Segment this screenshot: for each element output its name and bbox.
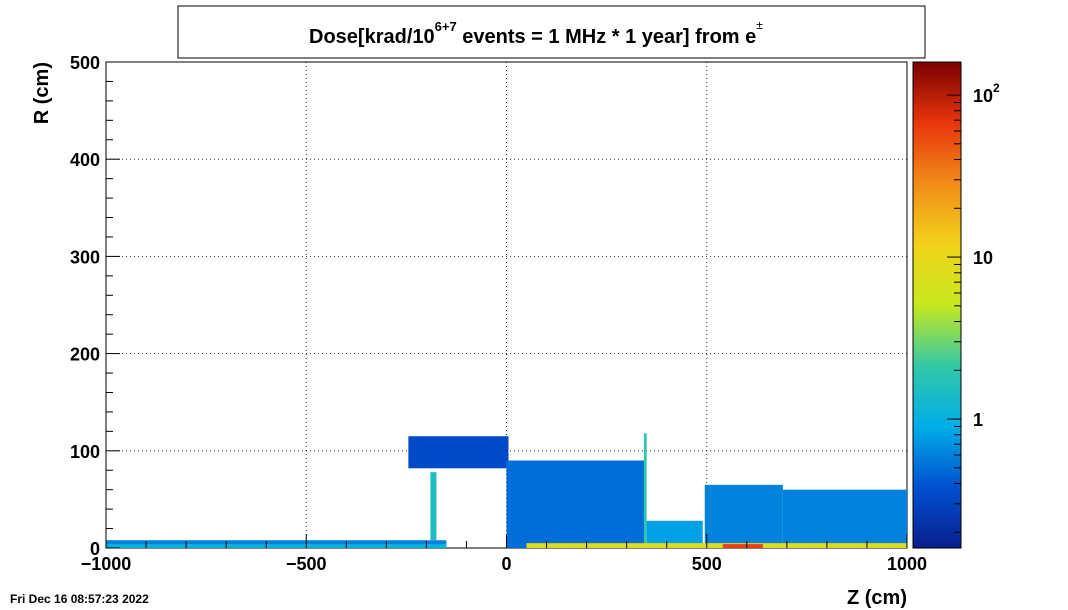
x-tick-label: 0 <box>501 554 511 574</box>
dose-region-pillar <box>430 472 437 541</box>
y-tick-label: 0 <box>90 539 100 559</box>
x-tick-label: −1000 <box>81 554 132 574</box>
colorbar-label-base: 10 <box>973 248 993 268</box>
dose-region-spike <box>643 433 647 548</box>
title-box <box>177 5 926 59</box>
x-tick-label: 1000 <box>887 554 927 574</box>
y-tick-label: 100 <box>70 442 100 462</box>
title-middle: events = 1 MHz * 1 year] from e <box>457 26 757 48</box>
dose-region-forward-block <box>704 484 783 548</box>
x-tick-label: −500 <box>286 554 327 574</box>
colorbar-label-base: 1 <box>973 410 983 430</box>
title-particle: ± <box>756 18 763 32</box>
colorbar-tick-label: 10 <box>973 248 993 268</box>
dose-region-beampipe-neg-lower <box>106 544 447 548</box>
title-prefix: Dose[krad/10 <box>309 26 435 48</box>
colorbar-label-base: 10 <box>973 86 993 106</box>
dose-region-hot-core <box>526 543 907 548</box>
title-exponent: 6+7 <box>435 19 457 34</box>
colorbar-tick-label: 102 <box>973 81 1000 106</box>
y-tick-label: 500 <box>70 53 100 73</box>
colorbar-tick-label: 1 <box>973 410 983 430</box>
dose-distribution <box>106 433 907 548</box>
x-tick-label: 500 <box>692 554 722 574</box>
timestamp: Fri Dec 16 08:57:23 2022 <box>10 592 149 606</box>
colorbar-label-exponent: 2 <box>993 81 1000 95</box>
y-tick-labels: 0 100 200 300 400 500 <box>70 53 100 559</box>
y-axis-label: R (cm) <box>31 62 53 124</box>
x-tick-labels: −1000 −500 0 500 1000 <box>81 554 927 574</box>
x-axis-label: Z (cm) <box>847 587 907 609</box>
axis-ticks <box>105 61 908 549</box>
y-tick-label: 200 <box>70 345 100 365</box>
chart-title: Dose[krad/106+7 events = 1 MHz * 1 year]… <box>309 18 763 48</box>
y-tick-label: 400 <box>70 150 100 170</box>
dose-region-forward-tail <box>782 489 907 548</box>
dose-region-hot-spot <box>722 544 763 548</box>
dose-region-central-cone <box>506 460 645 548</box>
y-tick-label: 300 <box>70 247 100 267</box>
colorbar <box>912 61 962 549</box>
dose-region-upper-lobe <box>408 436 509 469</box>
